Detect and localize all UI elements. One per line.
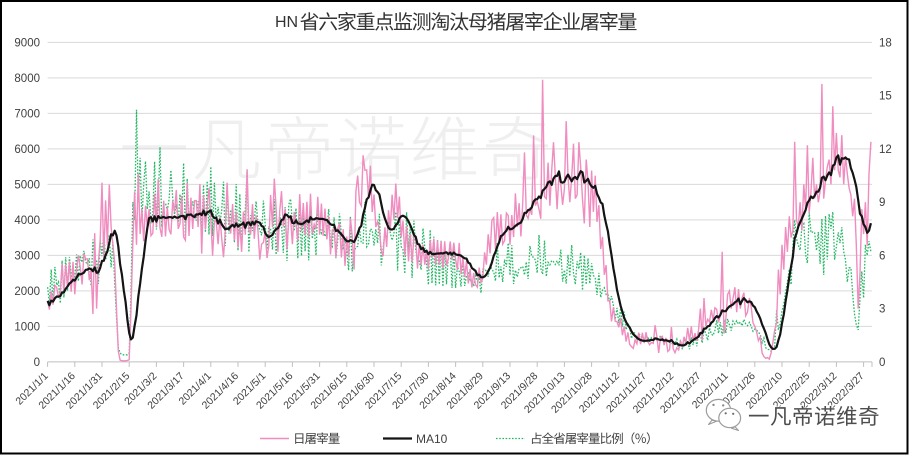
svg-text:0: 0 bbox=[879, 357, 885, 369]
svg-text:4000: 4000 bbox=[14, 215, 40, 227]
svg-text:9000: 9000 bbox=[14, 37, 40, 49]
svg-text:5000: 5000 bbox=[14, 179, 40, 191]
svg-text:18: 18 bbox=[879, 37, 892, 49]
svg-text:MA10: MA10 bbox=[416, 432, 448, 446]
svg-text:8000: 8000 bbox=[14, 73, 40, 85]
svg-text:2000: 2000 bbox=[14, 286, 40, 298]
svg-text:9: 9 bbox=[879, 197, 885, 209]
svg-text:6000: 6000 bbox=[14, 144, 40, 156]
svg-text:HN: HN bbox=[275, 14, 298, 31]
svg-text:6: 6 bbox=[879, 250, 885, 262]
svg-text:0: 0 bbox=[34, 357, 40, 369]
svg-text:3000: 3000 bbox=[14, 250, 40, 262]
svg-text:15: 15 bbox=[879, 91, 892, 103]
svg-text:7000: 7000 bbox=[14, 108, 40, 120]
svg-text:3: 3 bbox=[879, 304, 885, 316]
svg-text:12: 12 bbox=[879, 144, 892, 156]
svg-text:1000: 1000 bbox=[14, 321, 40, 333]
